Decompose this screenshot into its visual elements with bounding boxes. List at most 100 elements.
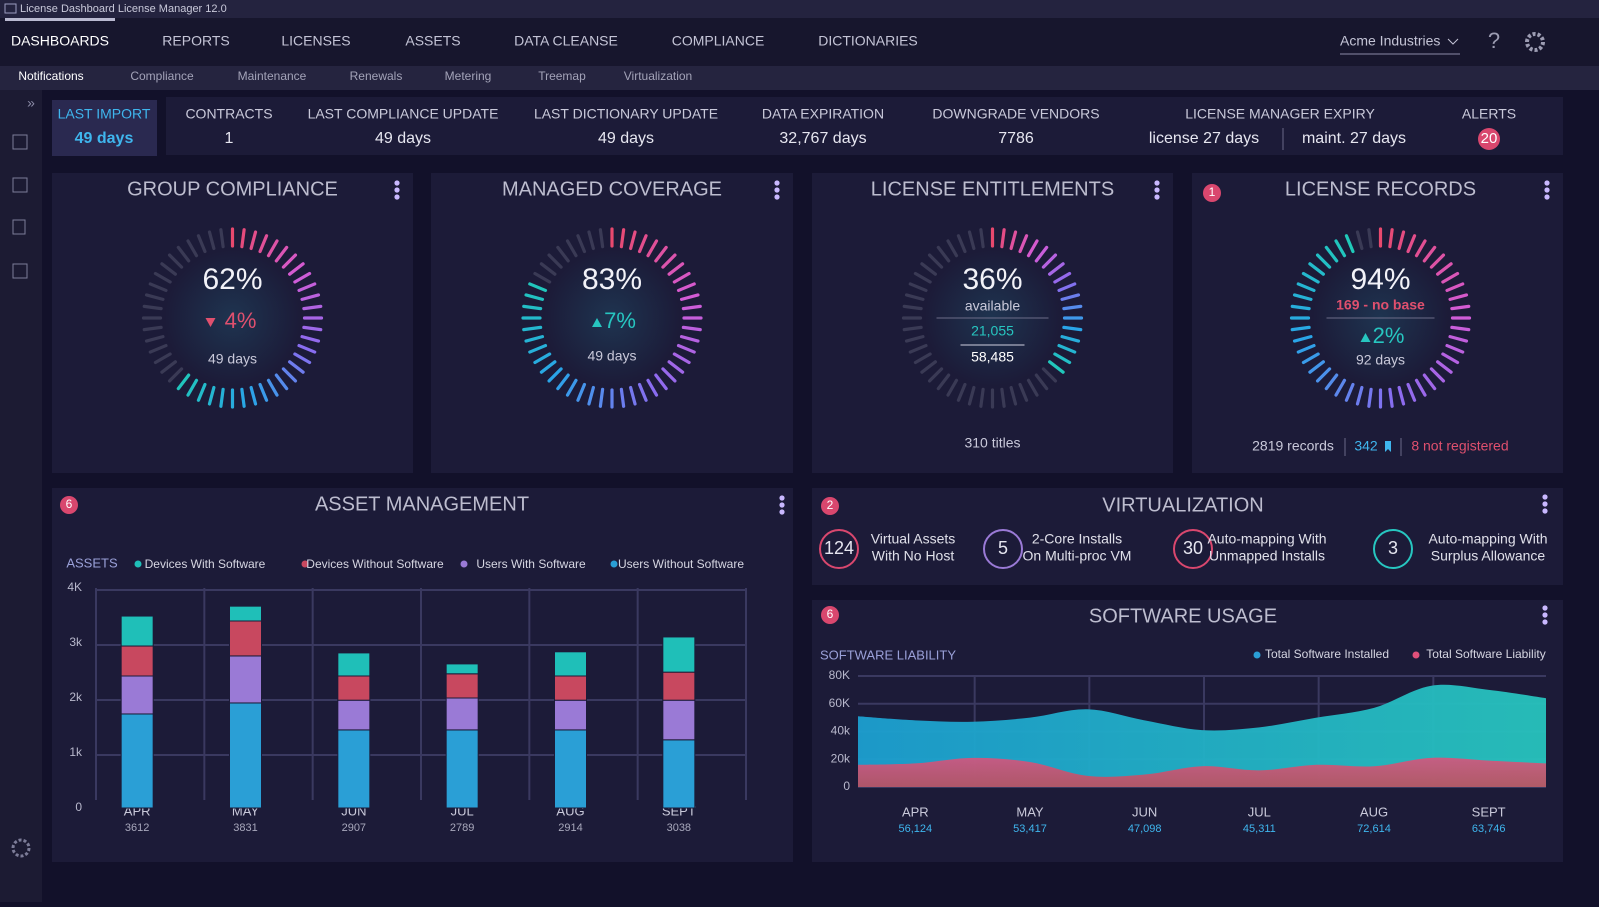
gauge-tick — [1026, 239, 1039, 258]
gauge-tick — [144, 293, 165, 301]
menu-dot[interactable] — [394, 194, 400, 200]
legend-label: Total Software Liability — [1426, 647, 1545, 661]
menu-dot[interactable] — [1544, 187, 1550, 193]
gauge-tick — [249, 230, 258, 251]
gauge-tick — [167, 367, 184, 383]
menu-dot[interactable] — [1542, 501, 1548, 507]
stat-value: maint. 27 days — [1302, 130, 1406, 147]
gauge-tick — [288, 262, 305, 276]
trend-arrow — [205, 318, 216, 327]
settings-icon[interactable] — [1525, 32, 1545, 52]
stat-value: 32,767 days — [779, 130, 866, 147]
gauge-tick — [598, 228, 605, 249]
axis-title: ASSETS — [66, 555, 118, 570]
gauge-tick — [1406, 234, 1417, 254]
entitled: 21,055 — [971, 323, 1014, 339]
gauge-tick — [629, 385, 637, 406]
menu-dot[interactable] — [1154, 194, 1160, 200]
nav-item[interactable]: COMPLIANCE — [672, 33, 765, 49]
gauge-tick — [148, 282, 168, 293]
subnav-item[interactable]: Treemap — [538, 69, 586, 83]
menu-dot[interactable] — [774, 180, 780, 186]
gauge-tick — [681, 304, 702, 311]
gauge-footer: 49 days — [587, 348, 636, 364]
category-total: 45,311 — [1243, 823, 1276, 835]
gauge-tick — [646, 239, 659, 258]
menu-dot[interactable] — [774, 194, 780, 200]
bar-segment — [662, 671, 696, 701]
menu-dot[interactable] — [1544, 194, 1550, 200]
nav-item[interactable]: DASHBOARDS — [11, 33, 109, 49]
gauge-tick — [176, 373, 191, 391]
menu-dot[interactable] — [779, 502, 785, 508]
stat-value: 49 days — [598, 130, 654, 147]
share-icon[interactable] — [12, 263, 28, 279]
gauge-tick — [176, 245, 191, 263]
export-icon[interactable] — [12, 134, 28, 150]
menu-dot[interactable] — [394, 180, 400, 186]
title-bar — [0, 0, 1599, 18]
gauge-tick — [196, 382, 207, 402]
nav-item[interactable]: DICTIONARIES — [818, 33, 918, 49]
nav-item[interactable]: DATA CLEANSE — [514, 33, 618, 49]
y-tick-label: 2k — [69, 690, 83, 704]
gauge-tick — [667, 262, 685, 276]
bar-segment — [554, 729, 587, 809]
menu-dot[interactable] — [1542, 619, 1548, 625]
panel-title: ASSET MANAGEMENT — [315, 493, 529, 515]
gauge-tick — [142, 325, 163, 332]
kpi-label: Auto-mapping With — [1428, 531, 1547, 547]
gauge-tick — [587, 385, 595, 406]
stat-label: LAST DICTIONARY UPDATE — [534, 106, 718, 122]
legend-dot — [134, 560, 142, 568]
gauge-tick — [1009, 230, 1018, 251]
menu-dot[interactable] — [1542, 612, 1548, 618]
gauge-tick — [1041, 253, 1058, 269]
gauge-tick — [196, 234, 207, 254]
stat-label: ALERTS — [1462, 106, 1516, 122]
copy-icon[interactable] — [12, 219, 26, 235]
menu-dot[interactable] — [1154, 180, 1160, 186]
gauge-tick — [160, 262, 177, 276]
subnav-item[interactable]: Virtualization — [624, 69, 692, 83]
subnav-item[interactable]: Maintenance — [238, 69, 307, 83]
subnav-item[interactable]: Renewals — [350, 69, 403, 83]
legend-label: Users Without Software — [618, 557, 744, 571]
gauge-tick — [920, 262, 937, 276]
help-icon[interactable]: ? — [1488, 28, 1500, 53]
axis-title: SOFTWARE LIABILITY — [820, 647, 956, 662]
subnav-item[interactable]: Notifications — [18, 69, 83, 83]
gauge-tick — [902, 304, 923, 311]
menu-dot[interactable] — [394, 187, 400, 193]
kpi-label: Unmapped Installs — [1209, 548, 1325, 564]
gauge-tick — [547, 367, 563, 383]
stat-label: LAST IMPORT — [58, 106, 151, 122]
kpi-ring — [1173, 529, 1213, 569]
company-select[interactable]: Acme Industries — [1340, 33, 1440, 49]
panel-title: VIRTUALIZATION — [1102, 494, 1264, 516]
subnav-item[interactable]: Metering — [445, 69, 492, 83]
menu-dot[interactable] — [1542, 508, 1548, 514]
menu-dot[interactable] — [779, 509, 785, 515]
menu-dot[interactable] — [779, 495, 785, 501]
menu-dot[interactable] — [1542, 494, 1548, 500]
gauge-ring — [901, 227, 1084, 409]
x-tick-label: SEPT — [1472, 804, 1506, 819]
gauge-tick — [679, 293, 700, 301]
gauge-tick — [249, 385, 258, 406]
menu-dot[interactable] — [774, 187, 780, 193]
menu-dot[interactable] — [1542, 605, 1548, 611]
gauge-tick — [1296, 343, 1316, 354]
save-icon[interactable] — [12, 177, 28, 193]
sidebar-settings[interactable] — [11, 838, 31, 858]
gauge-tick — [258, 234, 269, 254]
menu-dot[interactable] — [1544, 180, 1550, 186]
subnav-item[interactable]: Compliance — [130, 69, 194, 83]
nav-item[interactable]: ASSETS — [405, 33, 460, 49]
stat-highlight — [52, 100, 157, 156]
expand-icon[interactable]: » — [27, 95, 35, 111]
nav-item[interactable]: REPORTS — [162, 33, 229, 49]
menu-dot[interactable] — [1154, 187, 1160, 193]
nav-item[interactable]: LICENSES — [281, 33, 350, 49]
gauge-tick — [1344, 234, 1355, 254]
